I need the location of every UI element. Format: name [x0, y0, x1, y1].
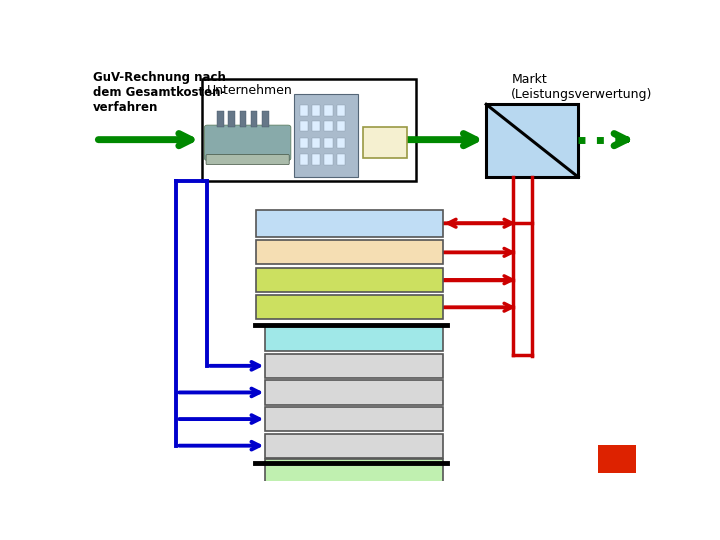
- Bar: [337, 121, 345, 131]
- Bar: [300, 105, 308, 116]
- Bar: [240, 111, 246, 127]
- Bar: [300, 154, 308, 165]
- Bar: [251, 111, 258, 127]
- Bar: [202, 79, 416, 181]
- Bar: [312, 154, 320, 165]
- Bar: [217, 111, 224, 127]
- Text: ./. Abschreibungen: ./. Abschreibungen: [292, 413, 417, 426]
- FancyBboxPatch shape: [265, 407, 444, 431]
- FancyBboxPatch shape: [265, 326, 444, 351]
- Bar: [598, 445, 636, 473]
- Bar: [324, 121, 333, 131]
- Bar: [337, 154, 345, 165]
- Text: Markt
(Leistungsverwertung): Markt (Leistungsverwertung): [511, 73, 652, 101]
- Bar: [312, 138, 320, 148]
- Bar: [312, 121, 320, 131]
- Text: UE,
FE: UE, FE: [376, 132, 395, 153]
- Bar: [324, 105, 333, 116]
- FancyBboxPatch shape: [256, 268, 444, 292]
- FancyBboxPatch shape: [265, 460, 444, 482]
- Bar: [300, 138, 308, 148]
- Bar: [337, 105, 345, 116]
- Text: ./. sonst. betriebl. Aufw.: ./. sonst. betriebl. Aufw.: [276, 439, 433, 452]
- Bar: [337, 138, 345, 148]
- Text: = Betriebsergebnis: = Betriebsergebnis: [289, 464, 418, 477]
- Text: = Gesamtleistung: = Gesamtleistung: [294, 332, 414, 345]
- FancyBboxPatch shape: [204, 125, 291, 160]
- Text: + aktiv. Eigenleistungen: + aktiv. Eigenleistungen: [268, 273, 431, 286]
- Text: Unternehmen: Unternehmen: [207, 84, 293, 97]
- FancyBboxPatch shape: [206, 154, 289, 165]
- Text: + - Bestandsänderungen: + - Bestandsänderungen: [266, 246, 433, 259]
- FancyBboxPatch shape: [364, 127, 407, 158]
- FancyBboxPatch shape: [265, 434, 444, 458]
- FancyBboxPatch shape: [256, 295, 444, 319]
- Bar: [262, 111, 269, 127]
- Text: Umsatzerlöse: Umsatzerlöse: [293, 215, 406, 231]
- FancyBboxPatch shape: [256, 210, 444, 237]
- FancyBboxPatch shape: [265, 354, 444, 378]
- Text: ./. Personalaufwand: ./. Personalaufwand: [289, 386, 419, 399]
- Bar: [312, 105, 320, 116]
- Bar: [228, 111, 235, 127]
- Bar: [294, 94, 358, 177]
- Text: + sonst. betriebl. Erträge: + sonst. betriebl. Erträge: [265, 301, 434, 314]
- FancyBboxPatch shape: [256, 240, 444, 265]
- Bar: [324, 138, 333, 148]
- Text: ./. Materialaufwand: ./. Materialaufwand: [290, 359, 418, 373]
- Text: GuV-Rechnung nach
dem Gesamtkosten-
verfahren: GuV-Rechnung nach dem Gesamtkosten- verf…: [93, 71, 225, 114]
- Bar: [486, 104, 578, 177]
- FancyBboxPatch shape: [265, 380, 444, 404]
- Bar: [300, 121, 308, 131]
- Bar: [324, 154, 333, 165]
